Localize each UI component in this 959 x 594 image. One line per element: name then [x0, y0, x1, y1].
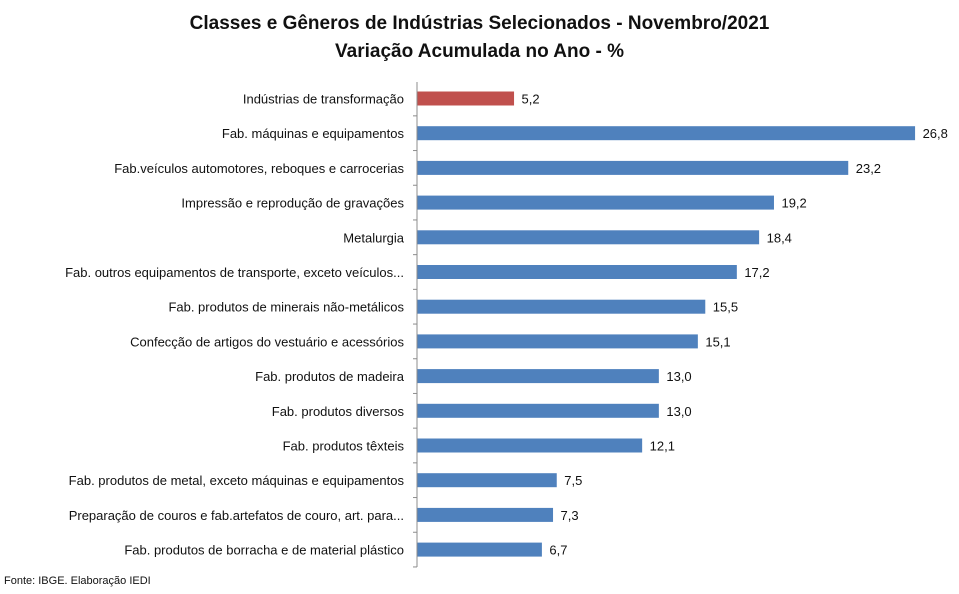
category-label: Fab. produtos de minerais não-metálicos: [168, 300, 404, 315]
category-label: Impressão e reprodução de gravações: [181, 196, 404, 211]
bar: [417, 369, 659, 384]
data-label: 6,7: [549, 543, 567, 558]
data-label: 19,2: [781, 196, 806, 211]
category-label: Fab.veículos automotores, reboques e car…: [114, 161, 404, 176]
bar: [417, 160, 849, 175]
category-label: Confecção de artigos do vestuário e aces…: [130, 334, 404, 349]
bar: [417, 403, 659, 418]
source-note: Fonte: IBGE. Elaboração IEDI: [4, 575, 151, 587]
data-label: 5,2: [522, 92, 540, 107]
bar: [417, 195, 774, 210]
data-label: 7,5: [564, 473, 582, 488]
bar: [417, 299, 706, 314]
bar: [417, 91, 515, 106]
category-label: Fab. produtos de madeira: [255, 369, 405, 384]
data-label: 26,8: [923, 126, 948, 141]
category-label: Fab. produtos de borracha e de material …: [124, 543, 404, 558]
category-label: Fab. outros equipamentos de transporte, …: [65, 265, 404, 280]
data-label: 13,0: [666, 369, 691, 384]
data-label: 12,1: [650, 439, 675, 454]
data-label: 18,4: [767, 230, 792, 245]
category-label: Fab. máquinas e equipamentos: [222, 126, 405, 141]
chart-subtitle: Variação Acumulada no Ano - %: [335, 41, 624, 62]
bar: [417, 542, 542, 557]
bar: [417, 126, 916, 141]
category-label: Fab. produtos têxteis: [283, 439, 405, 454]
category-label: Metalurgia: [343, 230, 404, 245]
bar: [417, 334, 698, 349]
category-label: Indústrias de transformação: [243, 92, 404, 107]
category-label: Fab. produtos de metal, exceto máquinas …: [69, 473, 405, 488]
data-label: 15,5: [713, 300, 738, 315]
bar: [417, 230, 760, 245]
bar: [417, 265, 737, 279]
data-label: 17,2: [744, 265, 769, 280]
bar: [417, 507, 554, 522]
bar: [417, 438, 643, 453]
data-label: 13,0: [666, 404, 691, 419]
data-label: 7,3: [561, 508, 579, 523]
category-label: Fab. produtos diversos: [272, 404, 405, 419]
category-label: Preparação de couros e fab.artefatos de …: [69, 508, 404, 523]
data-label: 23,2: [856, 161, 881, 176]
chart-title: Classes e Gêneros de Indústrias Selecion…: [189, 13, 770, 34]
bar: [417, 473, 557, 488]
data-label: 15,1: [705, 334, 730, 349]
